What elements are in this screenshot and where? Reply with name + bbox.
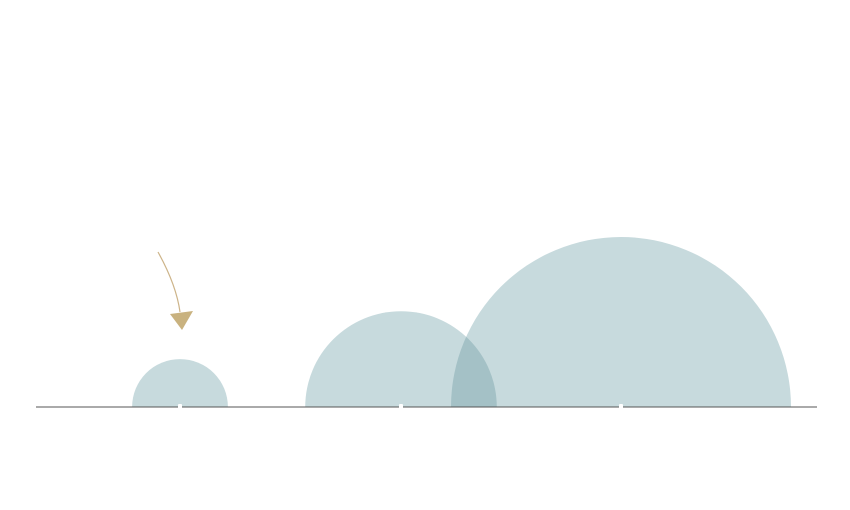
- arrow-shaft: [157, 251, 181, 313]
- center-marker-1: [178, 404, 182, 409]
- semicircle-2: [305, 311, 497, 407]
- semicircle-marks: [132, 237, 791, 407]
- arrow-head: [170, 311, 193, 330]
- semicircle-3: [451, 237, 791, 407]
- center-markers: [178, 404, 623, 409]
- annotation-arrow: [157, 251, 193, 330]
- semicircle-1: [132, 359, 228, 407]
- center-marker-3: [619, 404, 623, 409]
- center-marker-2: [399, 404, 403, 409]
